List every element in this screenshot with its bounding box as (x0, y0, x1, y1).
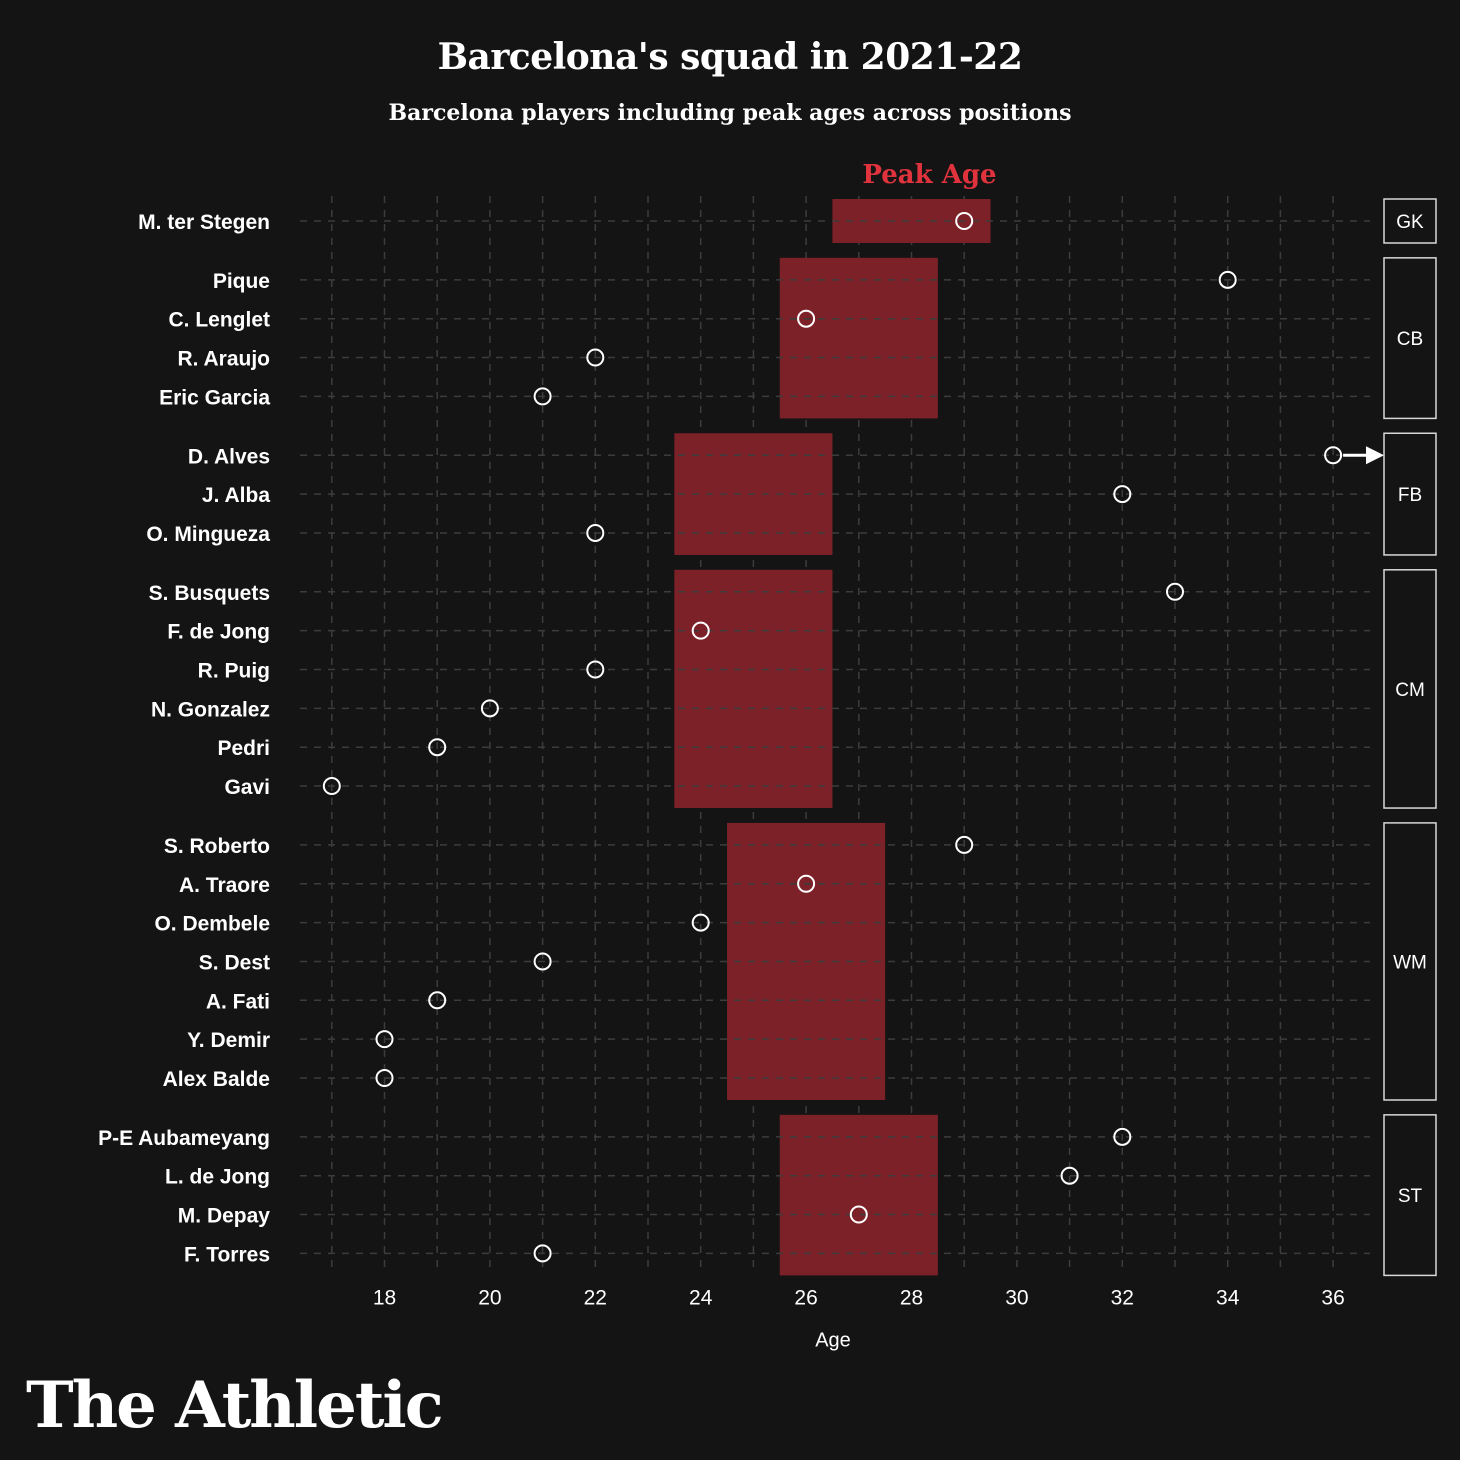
player-label: Pedri (217, 737, 270, 760)
player-age-dot (797, 874, 816, 893)
position-box-wm (1383, 822, 1437, 1101)
player-label: A. Traore (179, 874, 270, 897)
the-athletic-logo: The Athletic (26, 1368, 444, 1443)
player-label: O. Mingueza (146, 523, 270, 546)
x-tick-label: 36 (1321, 1286, 1344, 1309)
x-tick-label: 30 (1005, 1286, 1028, 1309)
x-axis-label: Age (815, 1329, 851, 1351)
player-age-dot (533, 1244, 552, 1263)
position-label: GK (1396, 212, 1424, 233)
x-tick-label: 26 (794, 1286, 817, 1309)
player-label: J. Alba (202, 484, 270, 507)
arrow-right-icon (1366, 446, 1384, 465)
chart-title: Barcelona's squad in 2021-22 (437, 36, 1023, 78)
player-label: Eric Garcia (159, 386, 270, 409)
player-age-dot (586, 660, 605, 679)
chart-subtitle: Barcelona players including peak ages ac… (388, 100, 1072, 126)
x-tick-label: 28 (900, 1286, 923, 1309)
x-tick-label: 20 (478, 1286, 501, 1309)
player-age-dot (1218, 270, 1237, 289)
player-age-dot (533, 387, 552, 406)
player-age-dot (1166, 582, 1184, 601)
position-box-cm (1383, 569, 1437, 809)
player-age-dot (849, 1205, 868, 1224)
player-age-dot (375, 1030, 394, 1049)
player-label: R. Araujo (177, 348, 270, 371)
position-box-cb (1383, 257, 1437, 420)
x-tick-label: 22 (584, 1286, 607, 1309)
position-box-gk (1383, 198, 1437, 244)
player-label: M. Depay (178, 1205, 271, 1228)
player-label: O. Dembele (154, 913, 270, 936)
player-label: F. de Jong (167, 621, 270, 644)
player-label: A. Fati (206, 990, 270, 1013)
x-tick-label: 18 (373, 1286, 396, 1309)
position-box-fb (1383, 432, 1437, 556)
player-label: C. Lenglet (168, 309, 270, 332)
player-label: R. Puig (198, 660, 270, 683)
player-age-dot (1113, 485, 1132, 504)
peak-age-band-cb (779, 257, 938, 419)
peak-age-label: Peak Age (862, 160, 996, 190)
player-age-dot (322, 777, 341, 796)
player-age-dot (586, 348, 605, 367)
player-label: P-E Aubameyang (98, 1127, 270, 1150)
player-label: N. Gonzalez (151, 698, 270, 721)
player-label: Y. Demir (187, 1029, 270, 1052)
player-label: L. de Jong (165, 1166, 270, 1189)
player-label: S. Dest (199, 951, 270, 974)
player-age-dot (1113, 1127, 1132, 1146)
position-box-st (1383, 1114, 1437, 1277)
position-label: CM (1395, 680, 1425, 701)
player-age-dot (428, 738, 447, 757)
position-label: FB (1398, 485, 1422, 506)
peak-age-band-st (779, 1114, 938, 1276)
player-label: F. Torres (184, 1243, 270, 1266)
player-label: M. ter Stegen (138, 211, 270, 234)
player-age-dot (480, 699, 499, 718)
player-age-dot (691, 621, 710, 640)
player-label: Alex Balde (163, 1068, 270, 1091)
player-label: S. Roberto (164, 835, 270, 858)
peak-age-band-cm (674, 569, 833, 809)
player-label: Gavi (224, 776, 270, 799)
x-tick-label: 34 (1216, 1286, 1240, 1309)
player-age-dot (955, 835, 974, 854)
x-tick-label: 32 (1111, 1286, 1134, 1309)
x-tick-label: 24 (689, 1286, 713, 1309)
peak-age-band-gk (832, 199, 991, 243)
player-age-dot (691, 913, 710, 932)
player-age-dot (797, 309, 816, 328)
position-label: WM (1393, 952, 1427, 973)
player-label: Pique (213, 270, 270, 293)
player-age-dot (375, 1069, 394, 1087)
player-label: D. Alves (188, 445, 270, 468)
player-label: S. Busquets (149, 582, 270, 605)
position-label: CB (1397, 329, 1423, 350)
player-age-dot (1324, 446, 1343, 465)
player-age-dot (1060, 1166, 1079, 1185)
player-age-dot (586, 523, 605, 542)
player-age-dot (955, 212, 974, 230)
position-label: ST (1398, 1186, 1423, 1207)
player-age-dot (533, 952, 552, 971)
player-age-dot (428, 991, 447, 1010)
